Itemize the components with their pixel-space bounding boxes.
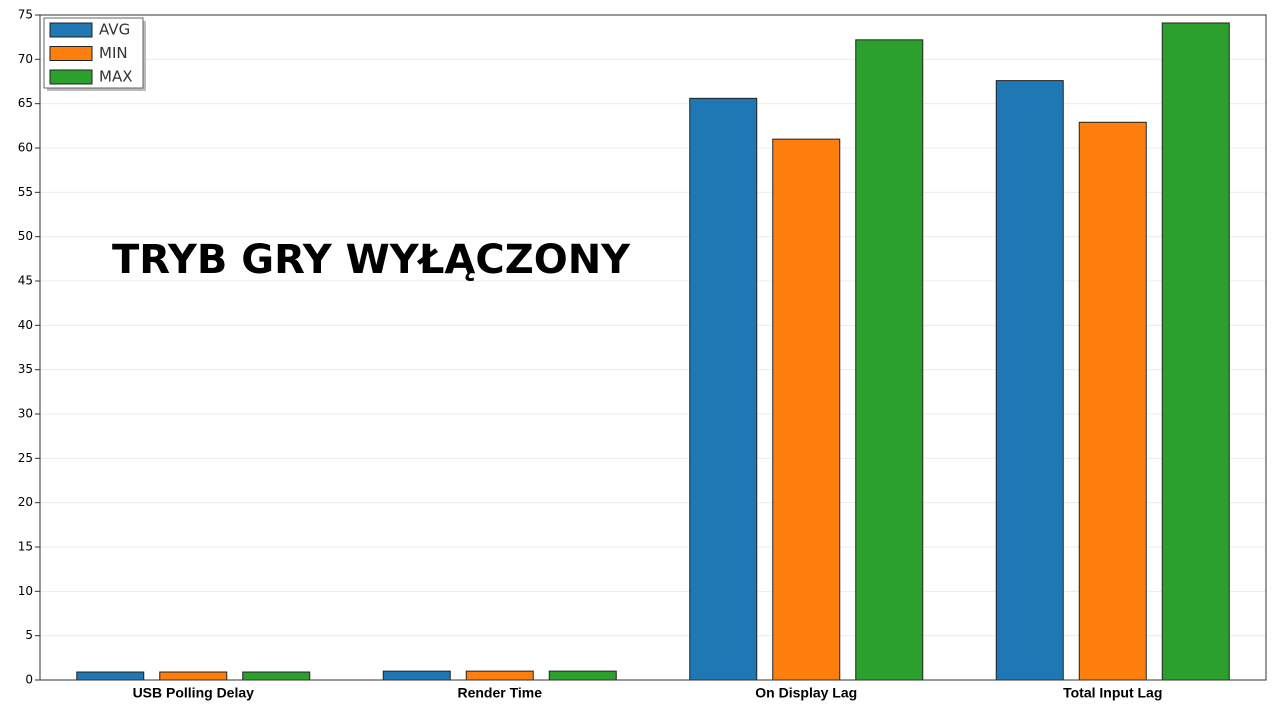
x-tick-label: Render Time xyxy=(457,685,542,701)
y-tick-label: 60 xyxy=(18,141,33,155)
x-tick-label: On Display Lag xyxy=(755,685,857,701)
y-tick-label: 5 xyxy=(25,628,33,642)
bar xyxy=(76,671,145,681)
y-tick-label: 65 xyxy=(18,96,33,110)
bar xyxy=(548,670,617,681)
bar xyxy=(855,39,924,681)
bar xyxy=(1161,22,1230,681)
bar xyxy=(242,671,311,681)
annotation: TRYB GRY WYŁĄCZONY xyxy=(112,237,631,283)
legend-label: MAX xyxy=(99,68,132,86)
y-tick-label: 55 xyxy=(18,185,33,199)
plot-frame xyxy=(39,14,1267,681)
y-tick-label: 10 xyxy=(18,584,33,598)
bar xyxy=(995,80,1064,681)
y-tick-label: 25 xyxy=(18,451,33,465)
y-tick-label: 70 xyxy=(18,52,33,66)
bar xyxy=(159,671,228,681)
y-tick-label: 15 xyxy=(18,540,33,554)
x-tick-label: USB Polling Delay xyxy=(133,685,255,701)
y-tick-label: 45 xyxy=(18,274,33,288)
y-tick-label: 30 xyxy=(18,407,33,421)
legend-label: AVG xyxy=(99,21,130,39)
legend-swatch xyxy=(49,46,93,61)
y-tick-label: 20 xyxy=(18,495,33,509)
y-tick-label: 40 xyxy=(18,318,33,332)
bar xyxy=(689,97,758,681)
x-tick-label: Total Input Lag xyxy=(1063,685,1162,701)
legend-label: MIN xyxy=(99,44,128,62)
bar xyxy=(382,670,451,681)
legend-swatch xyxy=(49,69,93,85)
bar xyxy=(465,670,534,681)
y-tick-label: 0 xyxy=(25,673,33,687)
y-tick-label: 50 xyxy=(18,229,33,243)
y-tick-label: 35 xyxy=(18,362,33,376)
bar xyxy=(1078,121,1147,681)
legend-swatch xyxy=(49,22,93,38)
y-tick-label: 75 xyxy=(18,8,33,22)
bar xyxy=(772,138,841,681)
